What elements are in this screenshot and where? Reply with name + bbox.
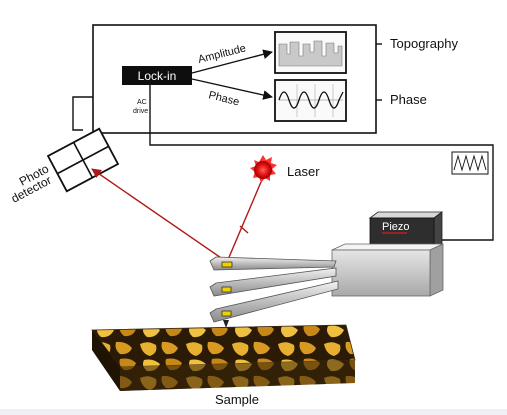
- laser-source: [250, 155, 277, 183]
- phase-screen: [275, 80, 346, 121]
- ac-label: AC: [137, 99, 147, 106]
- reflected-beam: [92, 169, 227, 262]
- incident-beam: [227, 182, 261, 262]
- piezo-label: Piezo: [382, 221, 410, 233]
- drive-label: drive: [133, 108, 148, 115]
- sample-label: Sample: [215, 392, 259, 407]
- phase-output-label: Phase: [390, 92, 427, 107]
- laser-label: Laser: [287, 164, 320, 179]
- sample: [92, 325, 355, 391]
- topography-label: Topography: [390, 36, 458, 51]
- tip-marker: [222, 262, 232, 267]
- photodetector: [48, 129, 118, 192]
- cantilever: [210, 257, 338, 328]
- footer-band: [0, 409, 507, 415]
- detector-wire: [73, 97, 93, 130]
- lockin-label: Lock-in: [138, 69, 177, 83]
- cantilever-holder: [332, 244, 443, 296]
